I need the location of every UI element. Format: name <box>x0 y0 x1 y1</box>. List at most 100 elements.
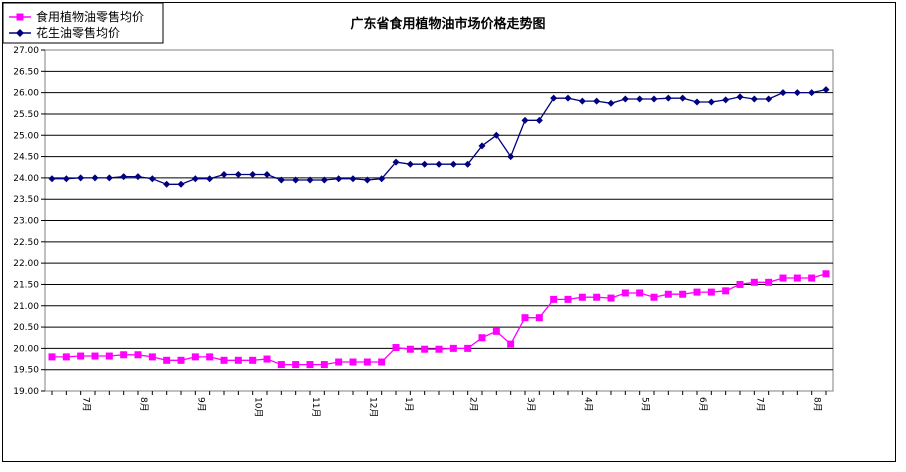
data-point <box>535 314 543 322</box>
x-tick-label: 10月 <box>253 397 264 417</box>
data-point <box>277 176 285 184</box>
data-point <box>636 289 644 297</box>
data-point <box>693 288 701 296</box>
series-0 <box>48 270 830 369</box>
data-point <box>722 96 730 104</box>
data-point <box>77 174 85 182</box>
data-point <box>263 355 271 363</box>
data-point <box>793 274 801 282</box>
data-point <box>578 97 586 105</box>
data-point <box>392 158 400 166</box>
data-point <box>464 160 472 168</box>
data-point <box>435 160 443 168</box>
data-point <box>134 351 142 359</box>
legend-marker-diamond <box>16 29 24 37</box>
data-point <box>292 361 300 369</box>
y-tick-label: 27.00 <box>13 46 39 56</box>
data-point <box>507 340 515 348</box>
y-tick-label: 19.00 <box>13 387 39 397</box>
x-tick-label: 7月 <box>81 397 92 412</box>
data-point <box>191 175 199 183</box>
legend-marker-square <box>16 13 24 21</box>
data-point <box>277 361 285 369</box>
x-axis-ticks: 7月 8月 9月 10月 11月 12月 1月 2月 3月 4月 5月 6月 7月 8月 <box>51 391 827 417</box>
data-point <box>220 170 228 178</box>
data-point <box>750 95 758 103</box>
y-tick-label: 25.00 <box>13 131 39 141</box>
data-point <box>349 175 357 183</box>
data-point <box>263 170 271 178</box>
y-tick-label: 26.00 <box>13 89 39 99</box>
data-point <box>492 131 500 139</box>
x-tick-label: 5月 <box>640 397 651 412</box>
data-point <box>507 153 515 161</box>
data-point <box>736 280 744 288</box>
x-tick-label: 3月 <box>525 397 536 412</box>
data-point <box>163 180 171 188</box>
data-point <box>621 289 629 297</box>
y-tick-label: 24.00 <box>13 174 39 184</box>
data-point <box>521 314 529 322</box>
data-point <box>578 293 586 301</box>
data-point <box>621 95 629 103</box>
data-point <box>550 295 558 303</box>
data-point <box>765 278 773 286</box>
data-point <box>191 353 199 361</box>
data-point <box>478 334 486 342</box>
data-point <box>707 288 715 296</box>
data-point <box>693 98 701 106</box>
data-point <box>650 95 658 103</box>
legend: 食用植物油零售均价 花生油零售均价 <box>2 2 164 44</box>
x-tick-label: 2月 <box>468 397 479 412</box>
data-point <box>435 345 443 353</box>
x-tick-label: 9月 <box>195 397 206 412</box>
x-tick-label: 11月 <box>310 397 321 417</box>
data-point <box>593 97 601 105</box>
data-point <box>363 358 371 366</box>
data-point <box>306 361 314 369</box>
data-point <box>249 356 257 364</box>
data-point <box>320 361 328 369</box>
data-point <box>406 345 414 353</box>
y-tick-label: 24.50 <box>13 153 39 163</box>
data-point <box>48 353 56 361</box>
data-point <box>564 295 572 303</box>
data-point <box>206 175 214 183</box>
data-point <box>492 327 500 335</box>
chart-title: 广东省食用植物油市场价格走势图 <box>350 16 545 32</box>
data-point <box>177 180 185 188</box>
y-tick-label: 22.00 <box>13 259 39 269</box>
data-point <box>148 353 156 361</box>
data-point <box>822 270 830 278</box>
data-point <box>148 175 156 183</box>
y-tick-label: 20.50 <box>13 323 39 333</box>
data-point <box>679 290 687 298</box>
data-point <box>650 293 658 301</box>
data-point <box>779 274 787 282</box>
data-point <box>750 278 758 286</box>
data-point <box>478 142 486 150</box>
data-point <box>249 170 257 178</box>
y-tick-label: 22.50 <box>13 238 39 248</box>
data-point <box>707 98 715 106</box>
data-point <box>335 175 343 183</box>
y-tick-label: 23.00 <box>13 217 39 227</box>
data-point <box>378 358 386 366</box>
data-point <box>550 94 558 102</box>
y-tick-label: 21.50 <box>13 280 39 290</box>
data-point <box>163 356 171 364</box>
data-point <box>105 174 113 182</box>
data-point <box>607 99 615 107</box>
y-axis-ticks: 19.00 19.50 20.00 20.50 21.00 21.50 22.00 22.50… <box>13 46 45 397</box>
y-tick-label: 25.50 <box>13 110 39 120</box>
data-point <box>636 95 644 103</box>
data-point <box>349 358 357 366</box>
x-tick-label: 8月 <box>812 397 823 412</box>
legend-item-1: 花生油零售均价 <box>9 25 120 40</box>
y-tick-label: 20.00 <box>13 344 39 354</box>
series-layer <box>48 86 830 369</box>
legend-label-0: 食用植物油零售均价 <box>36 9 144 24</box>
x-tick-label: 8月 <box>138 397 149 412</box>
data-point <box>335 358 343 366</box>
